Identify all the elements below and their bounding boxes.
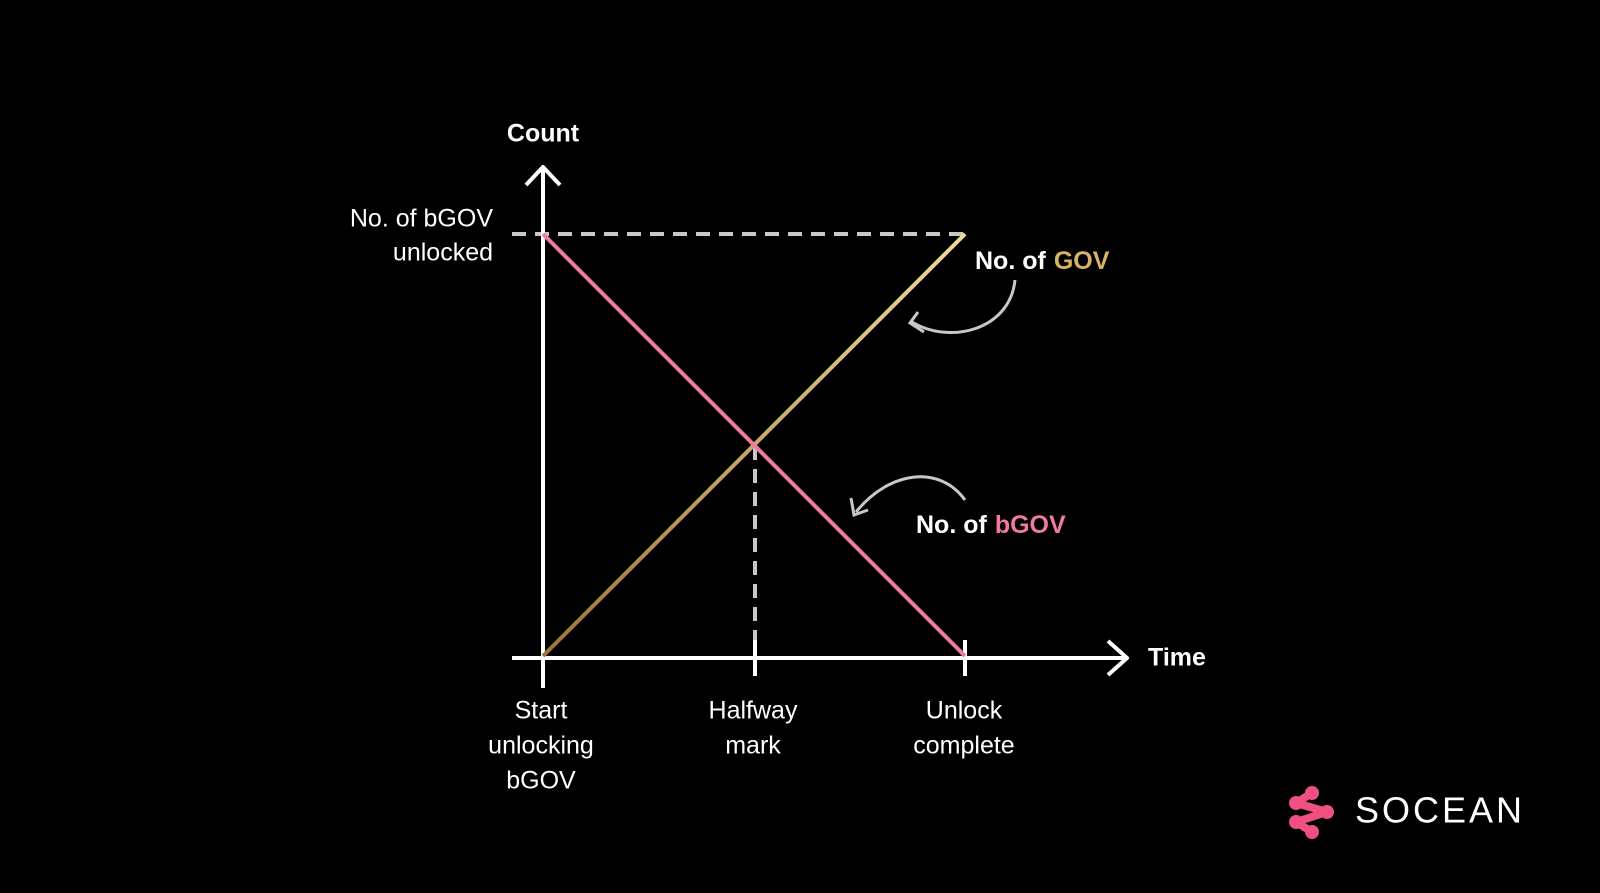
annotation-token: GOV — [1054, 247, 1110, 275]
annotation-token: bGOV — [995, 511, 1066, 539]
gov-annotation: No. of GOV — [975, 247, 1110, 275]
x-marker-label: Halfway — [709, 697, 798, 725]
x-marker-label: bGOV — [506, 767, 576, 795]
annotation-arrow — [854, 475, 967, 513]
y-arrow — [524, 165, 562, 187]
x-marker-label: complete — [913, 732, 1014, 760]
logo-text: SOCEAN — [1355, 790, 1525, 831]
y-marker-label: unlocked — [393, 239, 493, 267]
annotation-arrowhead — [849, 497, 869, 518]
logo — [1289, 786, 1334, 839]
bgov-annotation: No. of bGOV — [916, 511, 1066, 539]
x-axis-label: Time — [1148, 644, 1206, 672]
logo-link — [1292, 789, 1331, 836]
x-arrow — [1106, 639, 1129, 677]
annotation-prefix: No. of — [975, 247, 1046, 275]
bgov-line — [541, 232, 967, 658]
x-marker-label: Unlock — [926, 697, 1003, 725]
annotation-arrow — [911, 279, 1017, 335]
annotation-prefix: No. of — [916, 511, 987, 539]
x-marker-label: Start — [515, 697, 568, 725]
y-marker-label: No. of bGOV — [350, 205, 493, 233]
annotation-arrowhead — [907, 311, 925, 334]
y-axis-label: Count — [507, 120, 580, 148]
x-marker-label: mark — [725, 732, 781, 760]
x-marker-label: unlocking — [488, 732, 594, 760]
